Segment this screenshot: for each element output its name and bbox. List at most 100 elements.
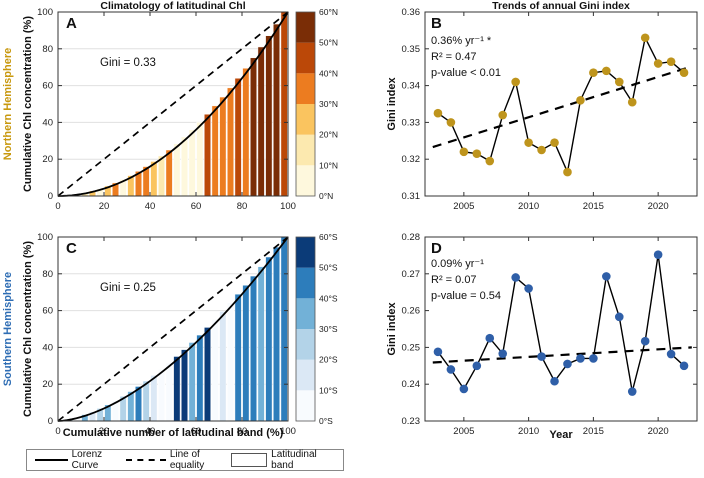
latitudinal-bar	[280, 236, 288, 422]
gini-data-point	[537, 352, 546, 361]
data-points	[433, 250, 689, 396]
gini-data-point	[511, 77, 520, 87]
panel-c-ylabel: Cumulative Chl concentration (%)	[22, 240, 34, 418]
latitudinal-bar	[234, 293, 242, 422]
panel-b-trend-chart: 2005 2010 2015 2020 0.31 0.32 0.33 0.34 0.35 0.36	[402, 7, 698, 212]
x-tick-label: 20	[99, 201, 110, 212]
colorbar-tick-label: 10°N	[319, 160, 338, 170]
colorbar-tick-label: 40°N	[319, 68, 338, 78]
y-tick-label: 80	[42, 44, 53, 55]
panel-d-r2: R² = 0.07	[431, 274, 477, 286]
gini-data-point	[472, 361, 482, 371]
latitudinal-bars	[58, 11, 288, 197]
latitudinal-bar	[265, 35, 273, 197]
colorbar-tick-label: 40°S	[319, 293, 338, 303]
y-tick-label: 40	[42, 117, 53, 128]
y-tick-label: 0.33	[402, 117, 421, 128]
y-tick-label: 40	[42, 342, 53, 353]
latitudinal-bar	[227, 302, 234, 422]
axis-box	[57, 236, 289, 422]
gini-data-point	[602, 66, 611, 76]
gini-data-point	[653, 250, 663, 259]
y-tick-label: 0.27	[402, 269, 421, 280]
gini-data-point	[602, 272, 611, 281]
band-box-swatch	[230, 453, 268, 467]
x-tick-label: 0	[55, 426, 60, 437]
colorbar-tick-label: 0°S	[319, 416, 333, 426]
latitudinal-bar	[135, 386, 142, 422]
gini-data-point	[537, 145, 546, 155]
latitudinal-bar	[165, 149, 173, 197]
y-tick-label: 0	[48, 191, 53, 202]
latitudinal-bar	[188, 342, 196, 422]
panel-a-gini-annotation: Gini = 0.33	[100, 57, 156, 69]
colorbar-segment	[296, 73, 315, 104]
colorbar-tick-label: 20°S	[319, 355, 338, 365]
colorbar-segment	[296, 267, 315, 299]
y-tick-label: 100	[37, 232, 53, 243]
gridlines	[58, 273, 288, 385]
latitudinal-bar	[219, 96, 227, 197]
panel-a-title: Climatology of latitudinal Chl	[100, 0, 246, 12]
lorenz-curve	[57, 236, 289, 422]
latitudinal-bar	[142, 380, 150, 422]
hemisphere-label-south: Southern Hemisphere	[2, 271, 14, 387]
gini-data-point	[433, 108, 443, 118]
panel-c-lorenz-chart: 0 20 40 60 80 100 0 20 40 60 80 100 0°S 10°S 20°S 30°S 4…	[37, 232, 338, 437]
trend-line	[432, 346, 692, 364]
panel-b-letter: B	[431, 15, 442, 32]
colorbar-tick-label: 50°N	[319, 38, 338, 48]
colorbar-segment	[296, 104, 315, 135]
gini-data-point	[550, 138, 559, 147]
latitudinal-bar	[219, 311, 227, 422]
latitudinal-bar	[265, 256, 273, 422]
gini-data-point	[446, 118, 456, 127]
latitudinal-bar	[204, 327, 211, 422]
panel-c-xlabel: Cumulative number of latitudinal band (%…	[62, 427, 284, 439]
x-tick-label: 2020	[648, 201, 669, 212]
axes: 2005 2010 2015 2020 0.31 0.32 0.33 0.34 0.35 0.36	[402, 7, 698, 212]
colorbar-border	[295, 236, 316, 422]
colorbar-tick-label: 30°N	[319, 99, 338, 109]
y-tick-label: 80	[42, 269, 53, 280]
latitudinal-bar	[150, 375, 158, 422]
gini-data-point	[653, 59, 663, 68]
panel-b-stats: 0.36% yr⁻¹ * R² = 0.47 p-value < 0.01	[431, 33, 501, 81]
x-tick-label: 40	[145, 201, 156, 212]
x-tick-label: 2015	[583, 201, 604, 212]
colorbar-segment	[296, 42, 315, 74]
colorbar: 0°S 10°S 20°S 30°S 40°S 50°S 60°S	[295, 232, 338, 426]
x-tick-label: 80	[237, 201, 248, 212]
panel-b-rate: 0.36% yr⁻¹ *	[431, 35, 492, 47]
axis-box	[424, 236, 698, 422]
gini-data-point	[640, 33, 650, 43]
gini-data-point	[640, 336, 650, 346]
colorbar-tick-label: 30°S	[319, 324, 338, 334]
gini-data-point	[627, 387, 637, 396]
gini-data-point	[563, 167, 572, 177]
panel-a-ylabel: Cumulative Chl concentration (%)	[22, 15, 34, 193]
x-tick-label: 2005	[453, 201, 474, 212]
axis-box	[424, 11, 698, 197]
latitudinal-bar	[234, 77, 242, 197]
y-tick-label: 0.31	[402, 191, 421, 202]
gini-data-point	[589, 68, 598, 78]
latitudinal-bar	[196, 334, 204, 422]
colorbar: 0°N 10°N 20°N 30°N 40°N 50°N 60°N	[295, 7, 338, 201]
latitudinal-bar	[211, 319, 219, 422]
y-tick-label: 60	[42, 81, 53, 92]
hemisphere-label-north: Northern Hemisphere	[2, 47, 14, 161]
y-tick-label: 0.24	[402, 379, 421, 390]
gini-data-point	[485, 333, 495, 343]
solid-line-swatch	[35, 459, 68, 461]
x-tick-label: 80	[237, 426, 248, 437]
legend: Lorenz Curve Line of equality Latitudina…	[26, 449, 344, 471]
panel-d-xlabel: Year	[549, 429, 573, 441]
gini-data-point	[666, 349, 676, 359]
x-tick-label: 100	[280, 201, 296, 212]
latitudinal-bar	[181, 349, 188, 422]
line-of-equality	[57, 11, 289, 197]
latitudinal-bar	[173, 356, 181, 422]
gini-data-point	[446, 365, 456, 374]
